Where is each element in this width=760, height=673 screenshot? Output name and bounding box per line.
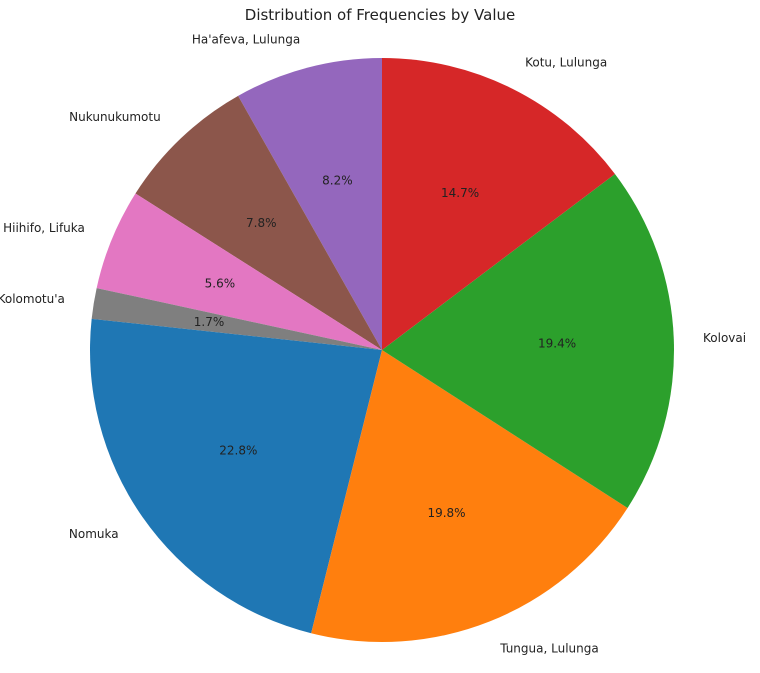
percentage-label-nomuka: 22.8% bbox=[219, 443, 257, 457]
pie-slice-tungua-lulunga bbox=[311, 350, 628, 643]
category-labels: Ha'afeva, Lulunga Nukunukumotu Hiihifo, Li… bbox=[0, 32, 746, 655]
category-label-kolovai: Kolovai bbox=[703, 331, 746, 345]
chart-title: Distribution of Frequencies by Value bbox=[245, 6, 515, 24]
percentage-label-kolovai: 19.4% bbox=[538, 336, 576, 350]
percentage-label-kotu-lulunga: 14.7% bbox=[441, 186, 479, 200]
percentage-label-tungua-lulunga: 19.8% bbox=[427, 506, 465, 520]
percentage-labels: 8.2% 7.8% 5.6% 1.7% 22.8% 19.8% 19.4% 14.7% bbox=[194, 174, 576, 520]
category-label-ha-afeva-lulunga: Ha'afeva, Lulunga bbox=[192, 32, 300, 46]
percentage-label-nukunukumotu: 7.8% bbox=[246, 216, 277, 230]
pie-slices bbox=[89, 58, 675, 643]
pie-slice-kolomotu-a bbox=[91, 288, 382, 350]
pie-slice-nomuka bbox=[89, 318, 382, 634]
category-label-kolomotu-a: Kolomotu'a bbox=[0, 292, 65, 306]
category-label-kotu-lulunga: Kotu, Lulunga bbox=[525, 55, 607, 69]
pie-slice-hiihifo-lifuka bbox=[96, 193, 382, 350]
pie-slice-kolovai bbox=[382, 173, 675, 509]
category-label-tungua-lulunga: Tungua, Lulunga bbox=[499, 642, 599, 656]
pie-slice-nukunukumotu bbox=[135, 95, 382, 350]
category-label-nomuka: Nomuka bbox=[69, 527, 119, 541]
percentage-label-ha-afeva-lulunga: 8.2% bbox=[322, 174, 353, 188]
pie-slice-ha-afeva-lulunga bbox=[238, 58, 382, 350]
percentage-label-hiihifo-lifuka: 5.6% bbox=[205, 277, 236, 291]
pie-slice-kotu-lulunga bbox=[382, 58, 615, 350]
category-label-nukunukumotu: Nukunukumotu bbox=[69, 110, 161, 124]
category-label-hiihifo-lifuka: Hiihifo, Lifuka bbox=[3, 221, 85, 235]
percentage-label-kolomotu-a: 1.7% bbox=[194, 315, 225, 329]
